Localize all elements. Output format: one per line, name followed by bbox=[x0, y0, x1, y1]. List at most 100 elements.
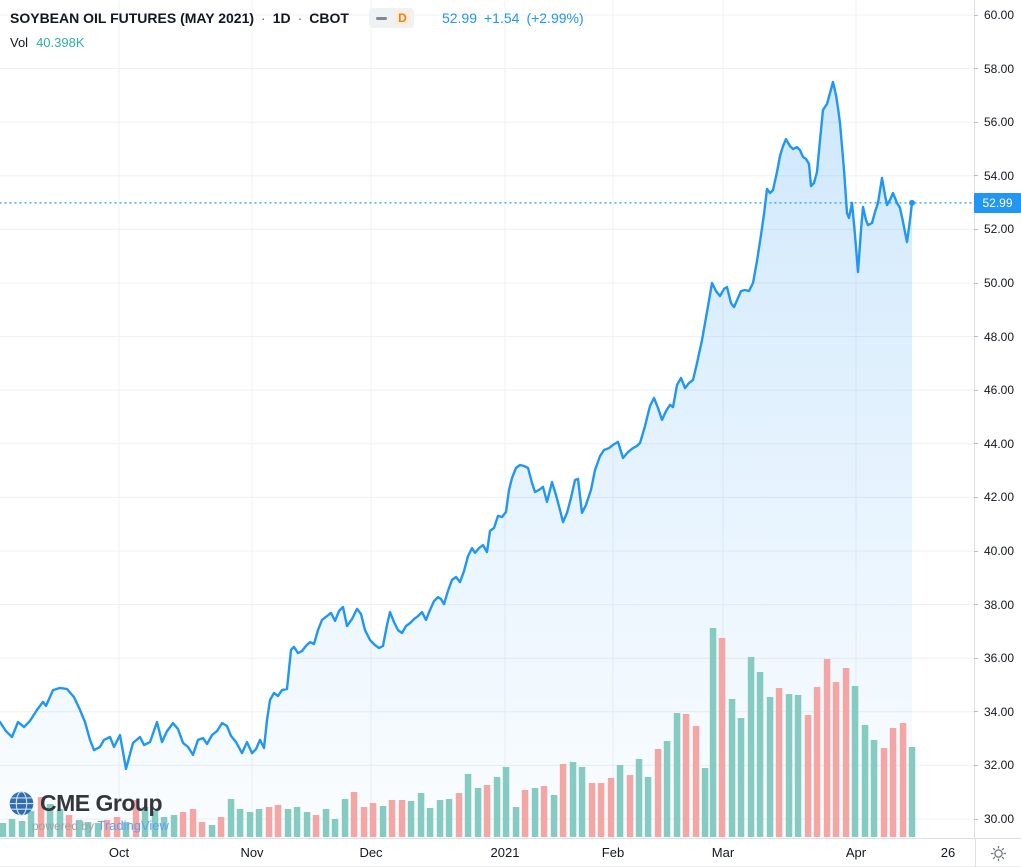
volume-bar bbox=[94, 823, 102, 837]
minus-icon bbox=[375, 16, 387, 20]
volume-bar bbox=[559, 764, 567, 837]
volume-bar bbox=[132, 800, 140, 837]
volume-bar bbox=[607, 778, 615, 837]
price-tick bbox=[974, 389, 978, 391]
volume-bar bbox=[483, 785, 491, 837]
price-tick-label: 54.00 bbox=[984, 168, 1015, 183]
interval-pill-button[interactable]: D bbox=[368, 8, 414, 28]
volume-bar bbox=[284, 809, 292, 837]
volume-bar bbox=[208, 825, 216, 837]
price-axis[interactable]: 52.99 60.00 58.00 56.00 54.00 52.00 50.00 48.0… bbox=[974, 0, 1021, 838]
time-axis-label: Apr bbox=[845, 845, 867, 860]
volume-bar bbox=[718, 638, 726, 837]
price-tick-label: 50.00 bbox=[984, 276, 1015, 290]
volume-bar bbox=[426, 808, 434, 837]
time-axis-label: Dec bbox=[359, 845, 383, 860]
volume-bar bbox=[616, 765, 624, 837]
volume-bar bbox=[644, 777, 652, 837]
daily-interval-badge: D bbox=[393, 10, 411, 26]
volume-bars bbox=[0, 628, 916, 837]
volume-bar bbox=[445, 799, 453, 837]
volume-bar bbox=[673, 713, 681, 837]
volume-bar bbox=[350, 792, 358, 837]
volume-bar bbox=[217, 817, 225, 837]
axis-settings-button[interactable] bbox=[975, 839, 1021, 867]
time-axis-label: Nov bbox=[240, 845, 264, 860]
volume-bar bbox=[293, 807, 301, 837]
separator-dot: · bbox=[297, 10, 303, 26]
volume-bar bbox=[842, 668, 850, 837]
price-tick-label: 40.00 bbox=[984, 544, 1015, 558]
symbol-title: SOYBEAN OIL FUTURES (MAY 2021) bbox=[10, 10, 255, 26]
volume-bar bbox=[908, 747, 916, 837]
volume-bar bbox=[398, 800, 406, 837]
price-tick bbox=[974, 228, 978, 230]
time-axis-label: Mar bbox=[711, 845, 735, 860]
price-tick-label: 42.00 bbox=[984, 490, 1015, 505]
volume-bar bbox=[103, 820, 111, 837]
volume-bar bbox=[255, 809, 263, 837]
volume-bar bbox=[360, 807, 368, 837]
volume-bar bbox=[709, 628, 717, 837]
volume-bar bbox=[122, 822, 130, 837]
globe-icon bbox=[9, 791, 34, 816]
price-tick-label: 58.00 bbox=[984, 61, 1015, 76]
volume-bar bbox=[46, 804, 54, 837]
volume-bar bbox=[407, 801, 415, 837]
last-price-value: 52.99 bbox=[441, 10, 477, 26]
volume-bar bbox=[531, 788, 539, 837]
tradingview-link[interactable]: TradingView bbox=[97, 818, 169, 833]
volume-bar bbox=[18, 821, 26, 837]
volume-bar bbox=[794, 695, 802, 837]
volume-bar bbox=[701, 768, 709, 837]
volume-bar bbox=[312, 815, 320, 837]
price-tick bbox=[974, 68, 978, 70]
volume-bar bbox=[274, 805, 282, 837]
quote-values: 52.99 +1.54 (+2.99%) bbox=[442, 10, 584, 26]
gear-icon bbox=[991, 846, 1006, 861]
volume-bar bbox=[756, 672, 764, 837]
volume-value: 40.398K bbox=[36, 35, 85, 50]
volume-bar bbox=[728, 699, 736, 837]
volume-bar bbox=[880, 748, 888, 837]
volume-label: Vol bbox=[10, 35, 29, 50]
exchange-label: CBOT bbox=[309, 10, 349, 26]
volume-bar bbox=[227, 799, 235, 837]
attribution: CME Group powered by TradingView bbox=[8, 790, 169, 833]
volume-bar bbox=[160, 817, 168, 837]
volume-bar bbox=[747, 657, 755, 837]
price-tick-label: 60.00 bbox=[984, 8, 1015, 22]
price-tick bbox=[974, 604, 978, 606]
price-tick bbox=[974, 443, 978, 445]
volume-bar bbox=[379, 806, 387, 837]
price-tick-label: 48.00 bbox=[984, 329, 1015, 344]
last-price-dot bbox=[909, 199, 915, 206]
volume-bar bbox=[75, 820, 83, 837]
volume-bar bbox=[654, 749, 662, 837]
price-tick bbox=[974, 336, 978, 338]
cme-group-logo[interactable]: CME Group bbox=[8, 790, 169, 817]
price-tick-label: 46.00 bbox=[984, 383, 1015, 398]
volume-bar bbox=[823, 659, 831, 837]
current-price-line bbox=[0, 199, 976, 206]
time-axis-label: 26 bbox=[940, 845, 956, 860]
volume-bar bbox=[578, 767, 586, 837]
volume-bar bbox=[692, 726, 700, 837]
volume-bar bbox=[189, 809, 197, 837]
volume-bar bbox=[832, 682, 840, 837]
volume-bar bbox=[540, 786, 548, 837]
volume-bar bbox=[455, 793, 463, 837]
volume-bar bbox=[597, 783, 605, 837]
volume-bar bbox=[550, 795, 558, 837]
volume-bar bbox=[113, 817, 121, 837]
volume-bar bbox=[775, 688, 783, 837]
time-axis[interactable]: Oct Nov Dec 2021 Feb Mar Apr 26 bbox=[0, 838, 1021, 867]
price-tick bbox=[974, 818, 978, 820]
volume-bar bbox=[341, 799, 349, 837]
price-tick bbox=[974, 550, 978, 552]
price-tick-label: 32.00 bbox=[984, 758, 1015, 773]
price-tick bbox=[974, 14, 978, 16]
volume-bar bbox=[37, 797, 45, 837]
